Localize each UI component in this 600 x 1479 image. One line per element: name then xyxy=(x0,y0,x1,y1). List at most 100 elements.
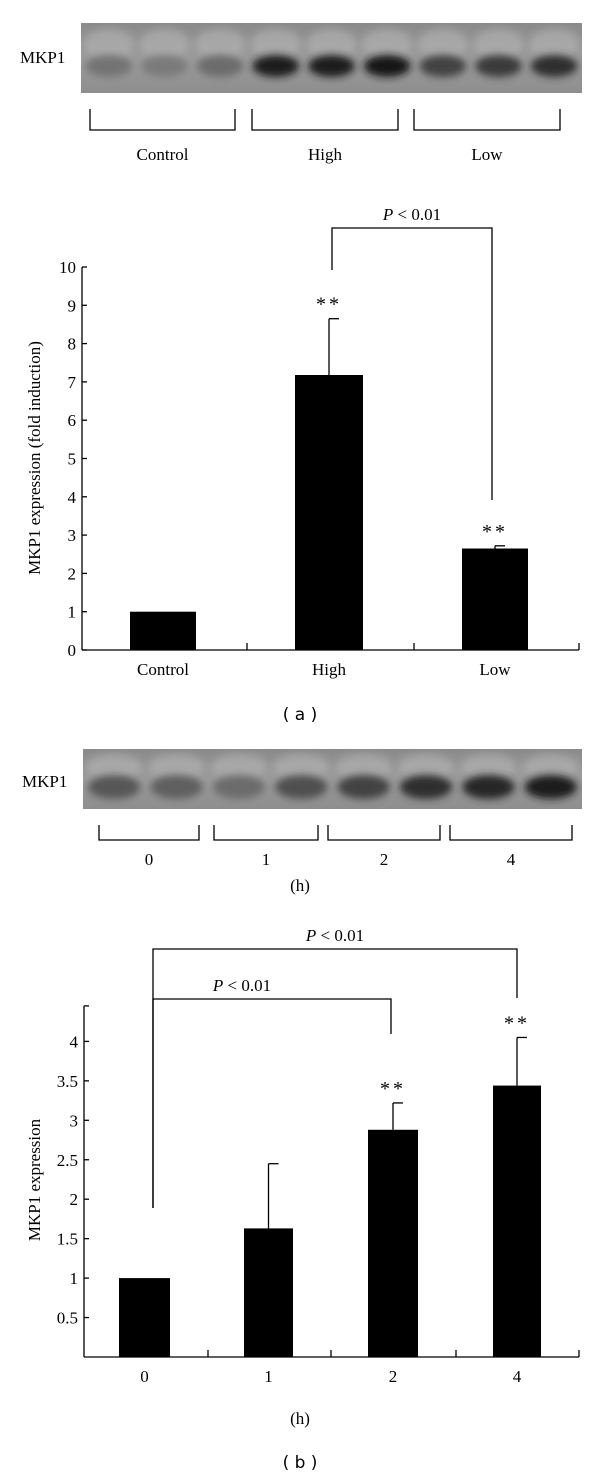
blot-band xyxy=(85,55,133,77)
comparison-bracket xyxy=(152,948,518,1208)
y-tick-label: 3 xyxy=(70,1111,79,1130)
blot-lane-highlight xyxy=(529,28,580,60)
blot-group-bracket xyxy=(98,825,200,841)
blot-lane-highlight xyxy=(195,28,246,60)
blot-lane-highlight xyxy=(460,753,517,781)
p-value-symbol: P xyxy=(382,205,393,224)
p-value-threshold: < 0.01 xyxy=(223,976,271,995)
blot-b-protein-label: MKP1 xyxy=(22,772,67,791)
y-tick-label: 1 xyxy=(68,603,77,622)
y-tick-label: 6 xyxy=(68,411,77,430)
y-tick-label: 4 xyxy=(68,488,77,507)
blot-a-protein-label: MKP1 xyxy=(20,48,65,67)
p-value-label: P < 0.01 xyxy=(212,976,271,995)
bar xyxy=(368,1129,418,1357)
blot-band xyxy=(530,55,578,77)
x-tick-label: 4 xyxy=(513,1367,522,1386)
blot-band xyxy=(363,55,411,77)
y-tick-label: 2.5 xyxy=(57,1151,78,1170)
blot-band xyxy=(150,775,203,799)
blot-band xyxy=(308,55,355,77)
blot-group-bracket xyxy=(327,825,441,841)
blot-lane-highlight xyxy=(335,753,392,781)
blot-group-label: Low xyxy=(471,145,503,164)
blot-group-bracket xyxy=(251,109,399,131)
blot-group-label: High xyxy=(308,145,343,164)
blot-group-label: Control xyxy=(137,145,189,164)
western-blot-b: MKP1 0 1 2 4 (h) xyxy=(22,749,582,895)
bar xyxy=(244,1228,293,1357)
bar-chart-a: 0 1 2 3 4 5 6 7 8 9 10 MKP1 expression (fold induct… xyxy=(25,205,580,679)
blot-band xyxy=(212,775,266,799)
blot-group-bracket xyxy=(213,825,319,841)
comparison-bracket xyxy=(331,227,493,500)
p-value-label: P < 0.01 xyxy=(382,205,441,224)
p-value-threshold: < 0.01 xyxy=(393,205,441,224)
x-tick-label: 0 xyxy=(140,1367,149,1386)
blot-band xyxy=(399,775,453,799)
y-tick-label: 9 xyxy=(68,296,77,315)
bar-chart-b: 0.5 1 1.5 2 2.5 3 3.5 4 MKP1 expression 0 1 2 ** 4 ** P… xyxy=(25,926,580,1386)
blot-group-label: 1 xyxy=(262,850,271,869)
y-tick-label: 5 xyxy=(68,450,77,469)
x-tick-label: 2 xyxy=(389,1367,398,1386)
p-value-symbol: P xyxy=(212,976,223,995)
blot-lane-highlight xyxy=(139,28,190,60)
blot-lane-highlight xyxy=(362,28,413,60)
blot-group-bracket xyxy=(89,109,236,131)
blot-a-image xyxy=(81,23,582,93)
western-blot-a: MKP1 Control High Low xyxy=(20,23,582,164)
bar xyxy=(119,1278,170,1357)
blot-group-label: 2 xyxy=(380,850,389,869)
blot-band xyxy=(419,55,467,77)
panel-label-a: ( a ) xyxy=(283,705,318,725)
y-tick-label: 3 xyxy=(68,526,77,545)
blot-band xyxy=(141,55,188,77)
blot-b-group-brackets: 0 1 2 4 xyxy=(98,825,573,869)
blot-band xyxy=(337,775,390,799)
comparison-bracket xyxy=(152,998,392,1208)
y-tick-label: 1 xyxy=(70,1269,79,1288)
significance-asterisks: ** xyxy=(380,1078,406,1100)
chart-b-xlabel: (h) xyxy=(290,1409,310,1428)
significance-asterisks: ** xyxy=(504,1012,530,1034)
bar xyxy=(295,375,363,650)
blot-band xyxy=(524,775,578,799)
blot-lane-highlight xyxy=(522,753,579,781)
blot-band xyxy=(462,775,515,799)
y-tick-label: 0 xyxy=(68,641,77,660)
blot-band xyxy=(475,55,522,77)
blot-group-bracket xyxy=(449,825,573,841)
bar xyxy=(130,611,196,650)
y-tick-label: 4 xyxy=(70,1032,79,1051)
blot-lane-highlight xyxy=(273,753,330,781)
blot-b-unit-label: (h) xyxy=(290,876,310,895)
p-value-symbol: P xyxy=(305,926,316,945)
y-tick-label: 2 xyxy=(68,564,77,583)
blot-b-image xyxy=(83,749,582,809)
blot-band xyxy=(196,55,244,77)
blot-lane-highlight xyxy=(86,753,143,781)
y-tick-label: 8 xyxy=(68,335,77,354)
panel-label-b: ( b ) xyxy=(283,1453,318,1473)
blot-group-label: 0 xyxy=(145,850,154,869)
y-tick-label: 0.5 xyxy=(57,1309,78,1328)
significance-asterisks: ** xyxy=(316,294,342,316)
blot-group-label: 4 xyxy=(507,850,516,869)
blot-lane-highlight xyxy=(417,28,468,60)
blot-lane-highlight xyxy=(306,28,357,60)
significance-asterisks: ** xyxy=(482,521,508,543)
blot-lane-highlight xyxy=(473,28,524,60)
blot-lane-highlight xyxy=(148,753,205,781)
y-tick-label: 7 xyxy=(68,373,77,392)
bar xyxy=(493,1085,541,1357)
y-tick-label: 3.5 xyxy=(57,1072,78,1091)
y-tick-label: 10 xyxy=(59,258,76,277)
y-axis-label: MKP1 expression xyxy=(25,1118,44,1241)
blot-band xyxy=(87,775,141,799)
blot-group-bracket xyxy=(413,109,561,131)
blot-a-group-brackets: Control High Low xyxy=(89,109,561,164)
y-tick-label: 1.5 xyxy=(57,1230,78,1249)
blot-lane-highlight xyxy=(83,28,134,60)
